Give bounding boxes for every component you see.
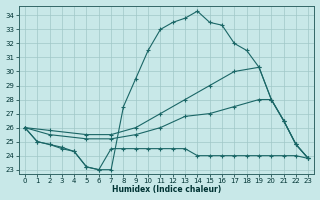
X-axis label: Humidex (Indice chaleur): Humidex (Indice chaleur) <box>112 185 221 194</box>
